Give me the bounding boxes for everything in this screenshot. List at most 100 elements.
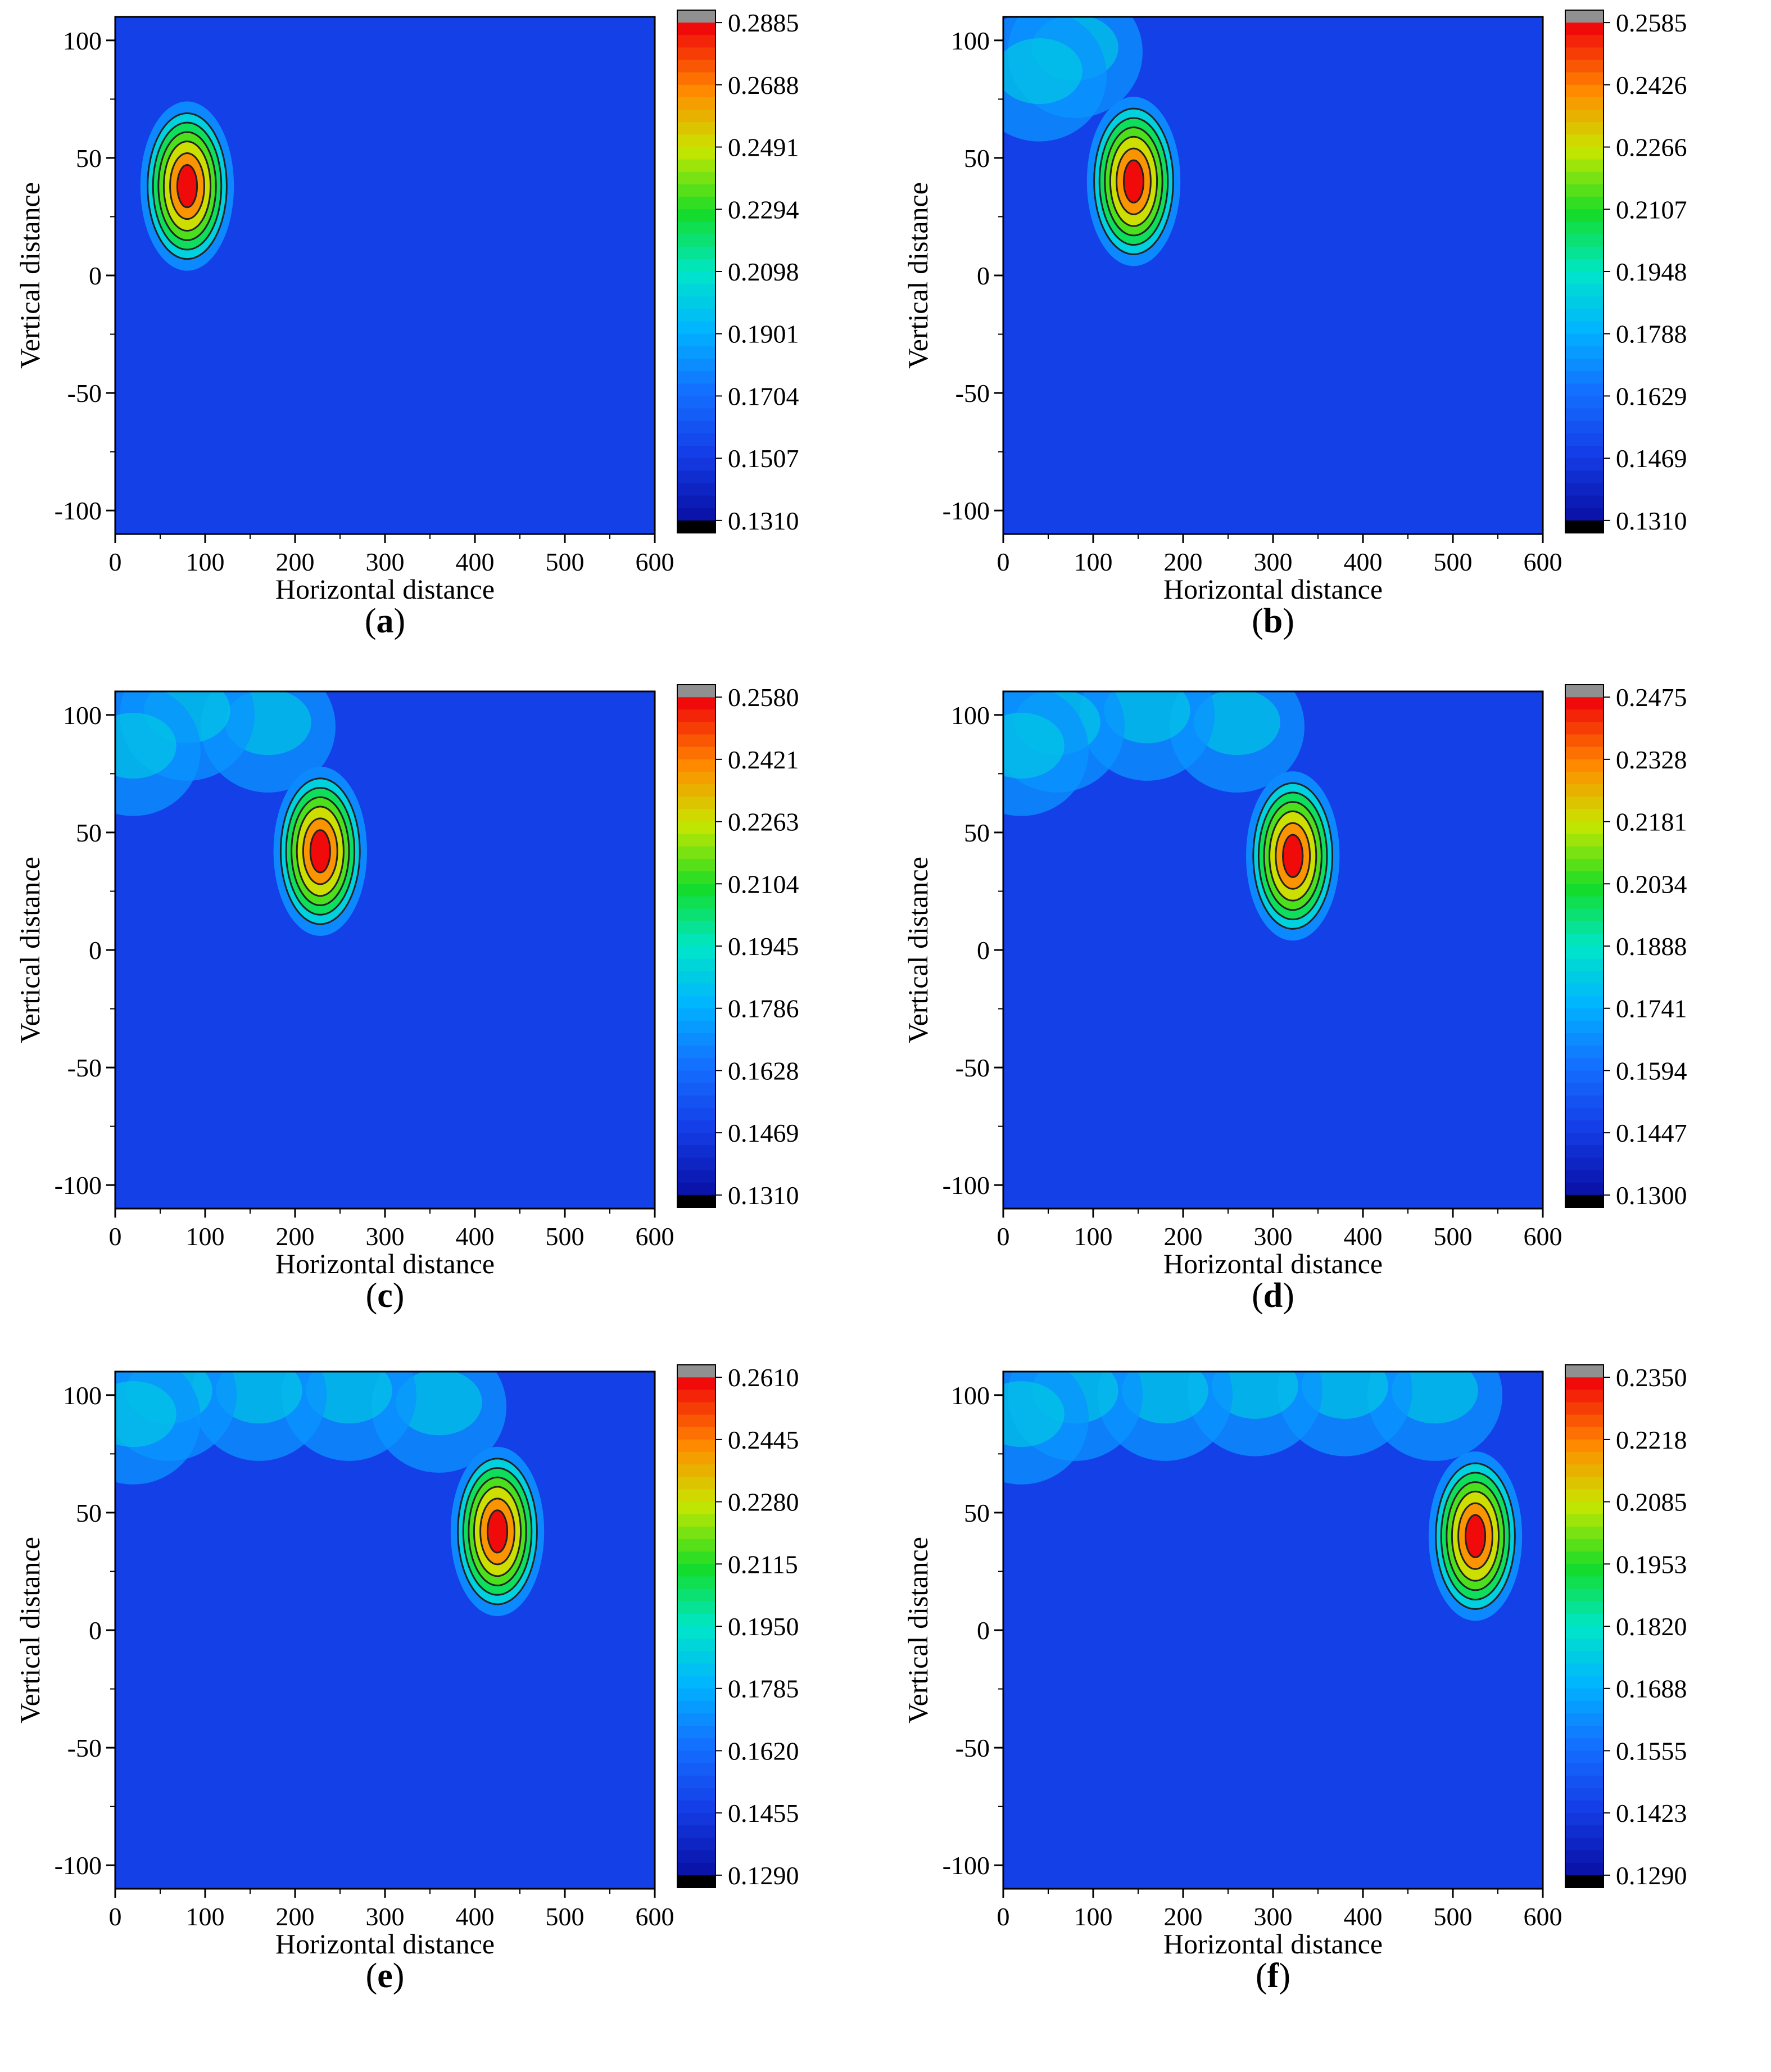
colorbar-band [677, 958, 715, 971]
colorbar-band [1565, 709, 1604, 722]
colorbar-band [1565, 821, 1604, 835]
colorbar-tick-label: 0.1423 [1616, 1799, 1687, 1827]
colorbar-band [677, 871, 715, 884]
colorbar-band [1565, 1464, 1604, 1477]
x-tick-label: 500 [546, 1222, 585, 1251]
colorbar-band [677, 272, 715, 284]
x-tick-label: 400 [1344, 1222, 1383, 1251]
contour-level-6 [1282, 834, 1304, 878]
colorbar-under [1565, 520, 1604, 533]
x-tick-label: 400 [456, 1222, 495, 1251]
y-tick-label: 0 [977, 936, 990, 965]
colorbar-tick-label: 0.1953 [1616, 1550, 1687, 1578]
colorbar-band [1565, 446, 1604, 459]
colorbar-tick-label: 0.1447 [1616, 1119, 1687, 1147]
colorbar-band [677, 296, 715, 309]
colorbar-tick-label: 0.2445 [728, 1426, 799, 1454]
colorbar-band [1565, 1862, 1604, 1876]
colorbar-band [1565, 921, 1604, 934]
colorbar-band [1565, 1700, 1604, 1714]
colorbar-under [677, 520, 715, 533]
colorbar-tick-label: 0.2181 [1616, 808, 1687, 836]
colorbar-band [1565, 1489, 1604, 1503]
colorbar-band [1565, 983, 1604, 997]
colorbar-band [677, 846, 715, 859]
colorbar-band [1565, 759, 1604, 772]
colorbar-band [1565, 1107, 1604, 1121]
y-axis-label: Vertical distance [902, 1537, 934, 1723]
colorbar-band [1565, 1763, 1604, 1776]
x-tick-label: 500 [1434, 548, 1473, 576]
colorbar-tick-label: 0.1300 [1616, 1181, 1687, 1210]
colorbar-band [677, 134, 715, 148]
panel-c: 0 100 200 300 400 500 600 100 50 0 -50 -100 Horizont… [0, 675, 877, 1321]
colorbar-band [677, 971, 715, 984]
colorbar-band [677, 1775, 715, 1789]
contour-field [115, 691, 367, 936]
colorbar-band [677, 471, 715, 483]
colorbar-band [677, 209, 715, 222]
x-tick-label: 600 [636, 1902, 674, 1931]
colorbar-band [1565, 420, 1604, 434]
colorbar-band [1565, 1439, 1604, 1453]
colorbar-tick-label: 0.2280 [728, 1488, 799, 1517]
colorbar-band [677, 1501, 715, 1515]
colorbar-band [1565, 1120, 1604, 1133]
colorbar-band [677, 1613, 715, 1627]
colorbar-band [1565, 1046, 1604, 1058]
colorbar-band [1565, 1170, 1604, 1183]
colorbar-band [677, 408, 715, 422]
colorbar-tick-label: 0.2218 [1616, 1426, 1687, 1454]
colorbar-band [1565, 209, 1604, 222]
colorbar-tick-label: 0.2266 [1616, 133, 1687, 162]
colorbar-band [677, 1390, 715, 1403]
colorbar-band [677, 747, 715, 760]
y-tick-label: 50 [76, 1499, 102, 1527]
colorbar-band [1565, 333, 1604, 347]
colorbar-under [677, 1875, 715, 1888]
colorbar-band [1565, 1688, 1604, 1702]
colorbar-band [1565, 1551, 1604, 1564]
colorbar-tick-label: 0.1788 [1616, 320, 1687, 349]
colorbar-tick-label: 0.2350 [1616, 1363, 1687, 1392]
colorbar-band [1565, 908, 1604, 922]
colorbar-band [677, 1120, 715, 1133]
colorbar-band [1565, 321, 1604, 334]
colorbar-band [1565, 359, 1604, 372]
plume-inner [115, 1381, 176, 1447]
colorbar-tick-label: 0.2580 [728, 683, 799, 712]
chart-a: 0 100 200 300 400 500 600100500-50-100Horizont… [14, 8, 799, 605]
colorbar-band [1565, 197, 1604, 210]
x-tick-label: 400 [1344, 548, 1383, 576]
colorbar-band [1565, 221, 1604, 235]
colorbar-band [1565, 1676, 1604, 1689]
plume-inner [396, 1372, 482, 1436]
colorbar-band [677, 1838, 715, 1851]
colorbar-band [677, 1651, 715, 1664]
colorbar-band [1565, 946, 1604, 959]
y-axis-label: Vertical distance [902, 182, 934, 369]
colorbar-band [677, 321, 715, 334]
plume-inner [1392, 1372, 1478, 1424]
x-tick-label: 400 [456, 1902, 495, 1931]
colorbar-band [677, 1551, 715, 1564]
contour-field [115, 1372, 545, 1616]
colorbar-band [677, 333, 715, 347]
panel-letter: f [1267, 1957, 1279, 1995]
x-tick-label: 200 [276, 1902, 315, 1931]
panel-caption: (f) [1256, 1957, 1290, 1995]
y-tick-label: 0 [977, 1616, 990, 1645]
colorbar-tick-label: 0.2085 [1616, 1488, 1687, 1517]
colorbar-band [677, 433, 715, 446]
colorbar-band [677, 772, 715, 785]
colorbar-band [677, 1464, 715, 1477]
colorbar-band [677, 759, 715, 772]
colorbar-band [1565, 1058, 1604, 1071]
colorbar-band [677, 908, 715, 922]
x-tick-label: 300 [1254, 1902, 1293, 1931]
colorbar-band [1565, 859, 1604, 872]
colorbar-band [677, 1377, 715, 1390]
y-tick-label: 50 [964, 1499, 990, 1527]
panel-b: 0 100 200 300 400 500 600 100 50 0 -50 -100 Horizont… [888, 0, 1765, 646]
colorbar-band [677, 221, 715, 235]
